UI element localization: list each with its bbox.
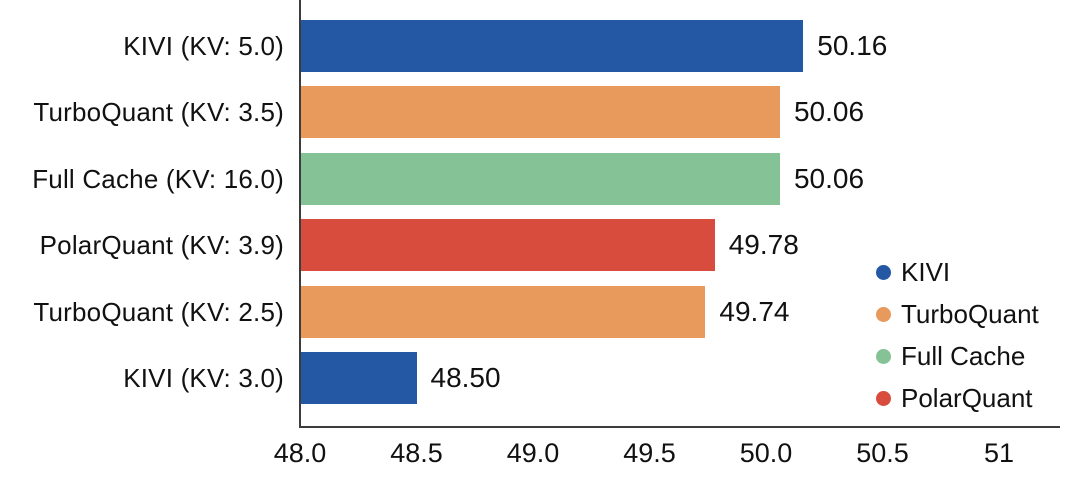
bar-kivi <box>301 20 804 72</box>
bar-value-label: 48.50 <box>430 362 501 393</box>
category-label: TurboQuant (KV: 2.5) <box>33 296 284 327</box>
legend-label: TurboQuant <box>901 298 1039 329</box>
legend-label: KIVI <box>901 256 951 287</box>
legend-color-dot <box>876 348 891 364</box>
bar-value-label: 50.06 <box>793 162 865 194</box>
legend-color-dot <box>876 390 891 406</box>
legend: KIVI TurboQuant Full Cache PolarQuant <box>876 251 1039 419</box>
y-axis-line <box>299 0 301 428</box>
category-label: PolarQuant (KV: 3.9) <box>39 230 284 261</box>
bar-turboquant <box>301 86 780 139</box>
bar-value-label: 50.16 <box>817 30 888 61</box>
bar-value-label: 49.78 <box>728 229 799 261</box>
bar-full-cache <box>301 152 780 205</box>
x-tick-label: 50.5 <box>856 438 909 468</box>
x-tick-label: 50.0 <box>739 438 793 468</box>
bar-value-label: 50.06 <box>793 96 865 128</box>
legend-color-dot <box>876 306 891 322</box>
x-tick-label: 49.0 <box>506 438 560 468</box>
category-label: TurboQuant (KV: 3.5) <box>33 97 284 128</box>
legend-item-kivi: KIVI <box>876 251 1039 293</box>
legend-label: PolarQuant <box>901 382 1033 413</box>
bar-value-label: 49.74 <box>719 295 790 327</box>
x-tick-label: 49.5 <box>623 438 676 468</box>
x-tick-label: 48.5 <box>390 438 443 468</box>
legend-label: Full Cache <box>901 340 1026 371</box>
category-label: KIVI (KV: 3.0) <box>123 363 284 393</box>
category-label: KIVI (KV: 5.0) <box>123 31 284 61</box>
legend-item-full-cache: Full Cache <box>876 335 1039 377</box>
legend-item-turboquant: TurboQuant <box>876 293 1039 335</box>
bar-turboquant <box>301 285 706 338</box>
x-tick-label: 51 <box>983 438 1015 468</box>
bar-polarquant <box>301 219 715 272</box>
x-tick-label: 48.0 <box>273 438 327 468</box>
x-axis-line <box>299 426 1060 428</box>
category-label: Full Cache (KV: 16.0) <box>32 163 284 194</box>
legend-color-dot <box>876 264 891 280</box>
legend-item-polarquant: PolarQuant <box>876 377 1039 419</box>
bar-kivi <box>301 352 417 404</box>
